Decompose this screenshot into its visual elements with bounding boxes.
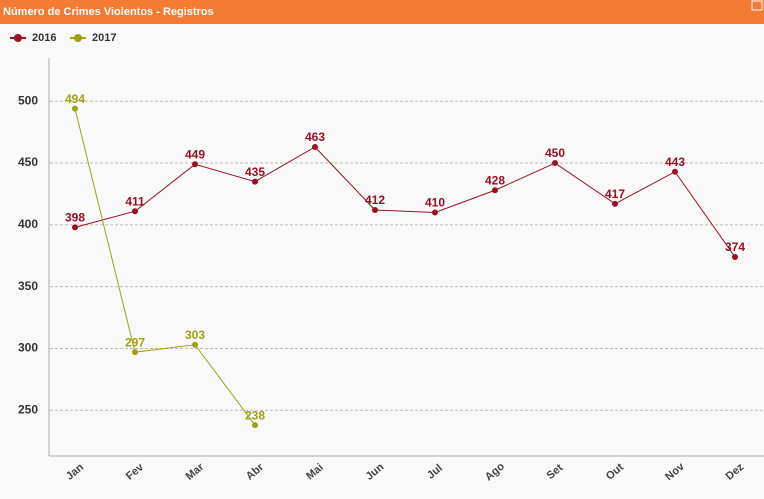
point [432, 209, 438, 216]
data-label: 449 [185, 147, 205, 161]
y-tick-label: 300 [18, 341, 38, 355]
window-icon[interactable] [751, 0, 763, 11]
header-bar [0, 0, 764, 24]
legend-label: 2017 [92, 32, 116, 44]
data-label: 435 [245, 165, 265, 179]
data-label: 297 [125, 335, 145, 349]
data-label: 494 [65, 92, 85, 106]
data-label: 450 [545, 146, 565, 160]
data-label: 417 [605, 187, 625, 201]
y-tick-label: 500 [18, 93, 38, 107]
chart-title: Número de Crimes Violentos - Registros [3, 6, 214, 18]
point [612, 200, 618, 207]
data-label: 303 [185, 328, 205, 342]
point [252, 178, 258, 185]
data-label: 463 [305, 130, 325, 144]
data-label: 411 [125, 194, 145, 208]
data-label: 374 [725, 240, 745, 254]
y-tick-label: 450 [18, 155, 38, 169]
point [732, 254, 738, 260]
y-tick-label: 400 [18, 217, 38, 231]
point [192, 341, 198, 348]
point [72, 224, 78, 231]
data-label: 443 [665, 155, 685, 169]
legend-marker [14, 34, 22, 42]
data-label: 238 [245, 408, 265, 422]
point [132, 208, 138, 215]
legend-marker [74, 34, 82, 42]
point [192, 161, 198, 168]
point [672, 168, 678, 175]
data-label: 412 [365, 193, 385, 207]
legend-label: 2016 [32, 32, 56, 44]
data-label: 398 [65, 211, 85, 225]
y-tick-label: 350 [18, 279, 38, 293]
point [252, 422, 258, 429]
series-line [74, 146, 736, 258]
series-line [74, 108, 256, 426]
data-label: 428 [485, 173, 505, 187]
point [132, 349, 138, 356]
point [372, 207, 378, 214]
point [552, 160, 558, 167]
y-tick-label: 250 [18, 402, 38, 416]
data-label: 410 [425, 196, 445, 210]
point [72, 105, 78, 112]
point [492, 187, 498, 194]
point [312, 143, 318, 150]
